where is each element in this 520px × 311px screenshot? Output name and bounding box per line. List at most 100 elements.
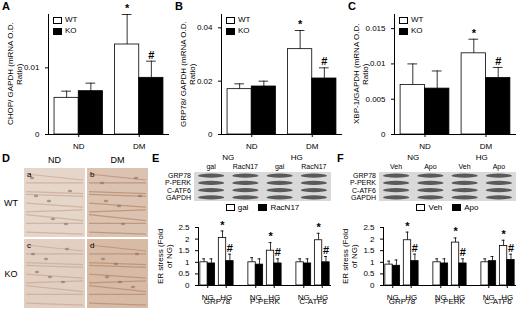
html-text:KO: KO (238, 26, 250, 35)
svg-text:Veh: Veh (390, 163, 402, 170)
html-text:XBP-1/GAPDH (mRNA O.D. Ratio): XBP-1/GAPDH (mRNA O.D. Ratio) (352, 23, 370, 125)
svg-text:gal: gal (275, 163, 285, 171)
svg-text:ND: ND (73, 142, 85, 151)
svg-text:Apo: Apo (424, 163, 437, 171)
svg-text:0.015: 0.015 (365, 24, 386, 33)
html-text:C: C (348, 0, 356, 12)
svg-text:0: 0 (370, 281, 375, 290)
svg-text:P-PERK: P-PERK (165, 179, 191, 186)
svg-text:*: * (405, 220, 410, 232)
html-text:RacN17: RacN17 (270, 202, 300, 212)
svg-text:C-ATF6: C-ATF6 (352, 187, 376, 194)
html-text:WT: WT (238, 15, 251, 24)
svg-text:C-ATF6: C-ATF6 (167, 187, 191, 194)
html-text:WT: WT (65, 15, 78, 24)
svg-text:*: * (316, 221, 321, 233)
svg-text:0.04: 0.04 (197, 23, 213, 32)
html-text:F: F (337, 152, 344, 164)
svg-text:NG: NG (222, 153, 234, 162)
html-text:B: B (175, 0, 183, 12)
svg-text:HG: HG (476, 153, 488, 162)
svg-text:KO: KO (4, 269, 17, 279)
svg-text:#: # (412, 242, 418, 254)
svg-text:0.01: 0.01 (24, 63, 40, 72)
svg-text:C-ATF6: C-ATF6 (484, 297, 512, 306)
svg-text:*: * (268, 230, 273, 242)
svg-text:P-PERK: P-PERK (250, 297, 280, 306)
svg-text:0.01: 0.01 (370, 59, 386, 68)
svg-text:RacN17: RacN17 (233, 163, 258, 170)
html-text:E: E (152, 152, 160, 164)
svg-text:*: * (472, 27, 477, 39)
svg-text:NG: NG (407, 153, 419, 162)
svg-text:GRP78: GRP78 (389, 297, 416, 306)
svg-text:*: * (220, 219, 225, 231)
svg-text:*: * (453, 225, 458, 237)
svg-text:1.5: 1.5 (178, 246, 190, 255)
html-text:KO: KO (411, 26, 423, 35)
svg-text:DM: DM (133, 142, 146, 151)
svg-text:1: 1 (370, 258, 375, 267)
svg-text:gal: gal (206, 163, 216, 171)
html-text:CHOP/ GAPDH (mRNA O.D. Ratio): CHOP/ GAPDH (mRNA O.D. Ratio) (6, 22, 24, 126)
svg-text:2.5: 2.5 (178, 223, 190, 232)
svg-text:a: a (27, 170, 32, 179)
html-text:GRP78/ GAPDH (mRNA O.D. Ratio): GRP78/ GAPDH (mRNA O.D. Ratio) (179, 21, 197, 127)
svg-text:Apo: Apo (493, 163, 506, 171)
svg-text:GRP78: GRP78 (168, 172, 191, 179)
svg-text:#: # (508, 242, 514, 254)
svg-text:GAPDH: GAPDH (166, 194, 191, 201)
svg-text:0: 0 (381, 130, 386, 139)
svg-text:Veh: Veh (459, 163, 471, 170)
svg-text:0: 0 (185, 281, 190, 290)
html-text:D: D (2, 152, 10, 164)
html-text:ER stress (Fold of NG): ER stress (Fold of NG) (341, 228, 359, 284)
html-text:Veh: Veh (428, 202, 443, 212)
html-text:Apo: Apo (464, 202, 479, 212)
svg-text:0.005: 0.005 (365, 95, 386, 104)
svg-text:0.02: 0.02 (197, 77, 213, 86)
svg-text:*: * (125, 2, 130, 14)
svg-text:#: # (148, 49, 154, 61)
svg-text:2.5: 2.5 (363, 223, 375, 232)
svg-text:0.5: 0.5 (178, 269, 190, 278)
svg-text:GRP78: GRP78 (353, 172, 376, 179)
svg-text:1.5: 1.5 (363, 246, 375, 255)
svg-text:DM: DM (306, 142, 319, 151)
svg-text:DM: DM (480, 142, 493, 151)
html-text:KO: KO (65, 26, 77, 35)
html-text:ER stress (Fold of NG): ER stress (Fold of NG) (156, 228, 174, 284)
svg-text:1: 1 (185, 258, 190, 267)
svg-text:ND: ND (419, 142, 431, 151)
svg-text:2: 2 (185, 235, 190, 244)
svg-text:#: # (460, 246, 466, 258)
svg-text:C-ATF6: C-ATF6 (299, 297, 327, 306)
svg-text:#: # (323, 244, 329, 256)
svg-text:HG: HG (291, 153, 303, 162)
svg-text:ND: ND (246, 142, 258, 151)
svg-text:ND: ND (48, 155, 61, 165)
svg-text:c: c (27, 241, 31, 250)
svg-text:P-PERK: P-PERK (435, 297, 465, 306)
svg-text:GRP78: GRP78 (204, 297, 231, 306)
html-text:WT: WT (411, 15, 424, 24)
svg-text:GAPDH: GAPDH (351, 194, 376, 201)
html-text:A: A (2, 0, 10, 12)
svg-text:DM: DM (111, 155, 125, 165)
svg-text:#: # (321, 55, 327, 67)
svg-text:0: 0 (208, 130, 213, 139)
svg-text:0: 0 (35, 130, 40, 139)
svg-text:*: * (298, 18, 303, 30)
svg-text:d: d (90, 241, 94, 250)
svg-text:b: b (90, 170, 95, 179)
svg-text:#: # (275, 246, 281, 258)
html-text:gal: gal (237, 202, 249, 212)
svg-text:RacN17: RacN17 (301, 163, 326, 170)
svg-text:P-PERK: P-PERK (350, 179, 376, 186)
svg-text:WT: WT (4, 198, 18, 208)
svg-text:0.5: 0.5 (363, 269, 375, 278)
svg-text:#: # (227, 242, 233, 254)
svg-text:*: * (501, 228, 506, 240)
svg-text:2: 2 (370, 235, 375, 244)
svg-text:#: # (495, 55, 501, 67)
